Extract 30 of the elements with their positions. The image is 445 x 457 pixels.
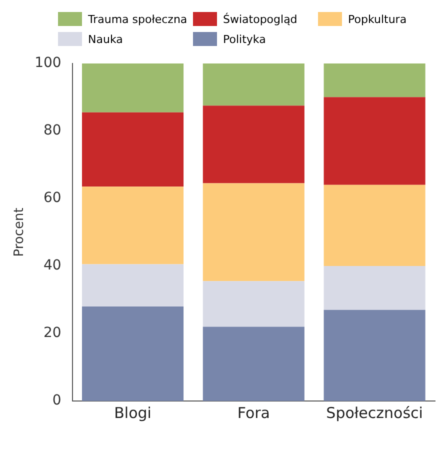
bar bbox=[324, 266, 426, 310]
bar bbox=[82, 63, 184, 112]
bar bbox=[202, 183, 304, 282]
bar bbox=[202, 281, 304, 327]
y-axis-title: Procent bbox=[12, 208, 28, 257]
y-tick-label: 40 bbox=[43, 258, 62, 274]
x-tick-label: Fora bbox=[237, 404, 270, 422]
bar bbox=[82, 264, 184, 306]
y-tick-label: 60 bbox=[43, 190, 62, 206]
bar bbox=[324, 184, 426, 266]
bar bbox=[202, 326, 304, 401]
bar bbox=[202, 63, 304, 106]
y-tick-label: 20 bbox=[43, 325, 62, 342]
bar bbox=[202, 106, 304, 184]
bar bbox=[82, 186, 184, 264]
legend-label: Polityka bbox=[223, 32, 266, 46]
y-tick-label: 0 bbox=[52, 392, 62, 409]
bar bbox=[324, 97, 426, 185]
legend-label: Światopogląd bbox=[223, 12, 298, 26]
legend-label: Trauma społeczna bbox=[88, 12, 188, 26]
legend-label: Popkultura bbox=[348, 12, 407, 26]
y-tick-label: 80 bbox=[43, 122, 62, 139]
x-tick-label: Blogi bbox=[114, 404, 152, 422]
y-tick-label: 100 bbox=[34, 55, 62, 72]
bar bbox=[82, 112, 184, 187]
legend-label: Nauka bbox=[88, 32, 123, 46]
bar bbox=[324, 310, 426, 401]
bar bbox=[82, 306, 184, 401]
x-tick-label: Społeczności bbox=[326, 404, 423, 422]
bar bbox=[324, 63, 426, 98]
